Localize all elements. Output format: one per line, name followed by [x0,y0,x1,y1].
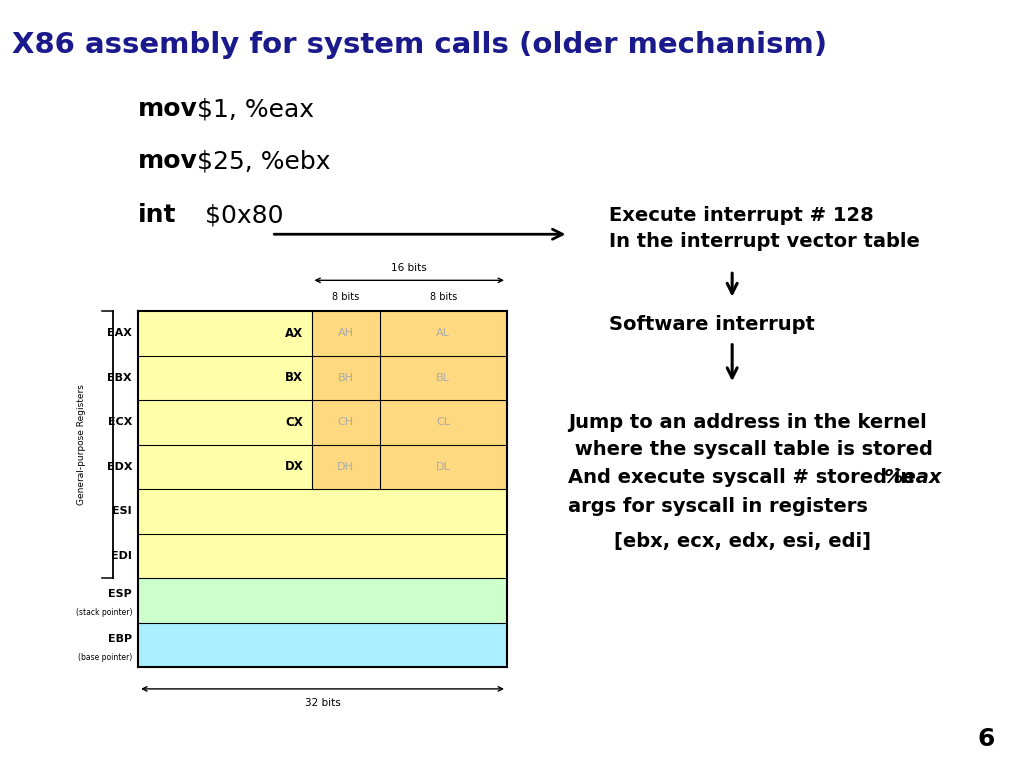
Text: 8 bits: 8 bits [430,292,457,302]
Bar [138,489,507,534]
Text: ESI: ESI [113,506,132,517]
Text: BH: BH [338,372,353,383]
Text: $0x80: $0x80 [197,203,283,227]
Text: General-purpose Registers: General-purpose Registers [78,384,86,505]
Bar [138,356,311,400]
Bar [138,445,311,489]
Text: EDI: EDI [112,551,132,561]
Text: (base pointer): (base pointer) [78,653,132,662]
Bar [311,445,380,489]
Text: Jump to an address in the kernel: Jump to an address in the kernel [568,413,927,432]
Text: AH: AH [338,328,353,339]
Text: $1, %eax: $1, %eax [197,97,313,121]
Bar [138,400,311,445]
Text: where the syscall table is stored: where the syscall table is stored [568,440,933,458]
Text: ESP: ESP [109,589,132,600]
Bar [380,356,507,400]
Text: CL: CL [436,417,451,428]
Text: In the interrupt vector table: In the interrupt vector table [609,233,921,251]
Text: [ebx, ecx, edx, esi, edi]: [ebx, ecx, edx, esi, edi] [614,532,871,551]
Bar [138,623,507,667]
Text: EBX: EBX [108,372,132,383]
Text: mov: mov [138,97,198,121]
Text: AL: AL [436,328,451,339]
Bar [311,356,380,400]
Text: 16 bits: 16 bits [391,263,427,273]
Bar [380,445,507,489]
Text: BX: BX [286,372,303,384]
Bar [138,578,507,623]
Text: DL: DL [436,462,451,472]
Bar [138,311,311,356]
Text: 8 bits: 8 bits [332,292,359,302]
Bar [311,311,380,356]
Text: CX: CX [286,416,303,429]
Bar [380,311,507,356]
Text: AX: AX [285,327,303,339]
Text: EDX: EDX [106,462,132,472]
Text: %eax: %eax [884,468,942,487]
Text: $25, %ebx: $25, %ebx [197,149,330,174]
Text: (stack pointer): (stack pointer) [76,608,132,617]
Text: X86 assembly for system calls (older mechanism): X86 assembly for system calls (older mec… [12,31,827,58]
Text: 32 bits: 32 bits [305,698,340,708]
Bar [380,400,507,445]
Text: ECX: ECX [108,417,132,428]
Text: EBP: EBP [108,634,132,644]
Text: mov: mov [138,149,198,174]
Text: BL: BL [436,372,451,383]
Text: int: int [138,203,177,227]
Text: DH: DH [337,462,354,472]
Text: DX: DX [285,461,303,473]
Text: Software interrupt: Software interrupt [609,315,815,333]
Text: 6: 6 [978,727,995,751]
Text: And execute syscall # stored in: And execute syscall # stored in [568,468,922,487]
Text: Execute interrupt # 128: Execute interrupt # 128 [609,206,874,224]
Text: EAX: EAX [108,328,132,339]
Bar [138,534,507,578]
Text: args for syscall in registers: args for syscall in registers [568,498,868,516]
Bar [311,400,380,445]
Text: CH: CH [338,417,353,428]
